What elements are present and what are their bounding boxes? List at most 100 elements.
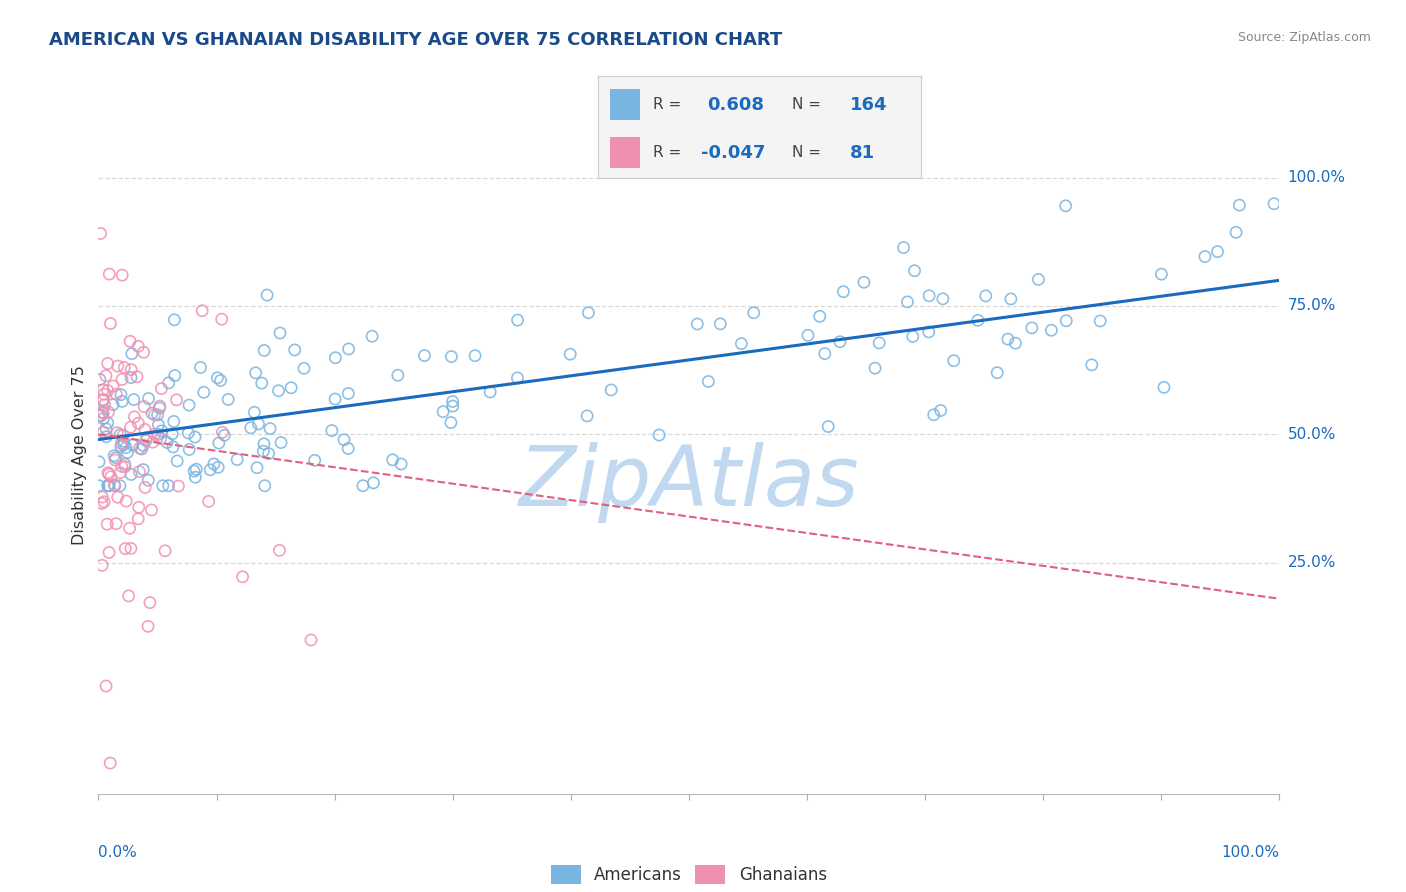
Point: [304, 453, 326, 467]
Point: [127, 339, 149, 353]
Point: [200, 463, 222, 477]
Point: [143, 427, 166, 442]
Point: [211, 425, 233, 440]
Point: [179, 442, 201, 457]
Point: [337, 442, 360, 456]
Point: [1000, 292, 1022, 306]
Point: [150, 424, 173, 438]
Point: [808, 310, 831, 324]
Point: [149, 432, 172, 446]
Point: [352, 479, 374, 493]
Point: [132, 345, 155, 359]
Point: [107, 490, 129, 504]
Point: [183, 464, 205, 478]
Point: [91, 392, 114, 407]
Point: [918, 325, 941, 339]
Point: [253, 437, 276, 451]
Point: [131, 442, 153, 456]
Point: [97, 466, 120, 480]
Point: [709, 317, 731, 331]
Point: [1150, 267, 1173, 281]
Point: [440, 350, 463, 364]
Point: [163, 368, 186, 383]
Point: [114, 457, 136, 471]
Text: R =: R =: [652, 145, 686, 161]
Text: 0.0%: 0.0%: [98, 845, 138, 860]
Point: [93, 398, 115, 412]
Point: [190, 360, 212, 375]
Point: [97, 467, 120, 482]
Point: [333, 433, 356, 447]
Point: [101, 398, 124, 412]
Point: [441, 394, 464, 409]
Point: [202, 457, 225, 471]
Point: [104, 450, 127, 465]
Point: [97, 384, 120, 398]
Point: [138, 392, 160, 406]
Point: [111, 268, 134, 282]
Point: [323, 392, 346, 406]
Point: [94, 368, 117, 383]
Point: [280, 381, 302, 395]
Point: [1021, 321, 1043, 335]
Text: 100.0%: 100.0%: [1288, 170, 1346, 185]
Point: [94, 422, 117, 436]
Point: [112, 360, 135, 375]
Point: [134, 480, 156, 494]
Point: [105, 516, 128, 531]
Point: [87, 479, 110, 493]
Point: [110, 439, 132, 453]
Point: [686, 317, 709, 331]
Point: [207, 460, 229, 475]
Point: [363, 475, 385, 490]
Point: [103, 478, 125, 492]
Point: [146, 408, 169, 422]
Point: [186, 462, 208, 476]
Point: [191, 303, 214, 318]
Point: [135, 434, 157, 448]
Point: [929, 403, 952, 417]
Point: [1263, 196, 1285, 211]
Point: [115, 441, 138, 455]
Point: [91, 411, 114, 425]
Point: [506, 371, 529, 385]
Point: [1028, 272, 1050, 286]
Point: [90, 227, 112, 241]
Point: [184, 430, 207, 444]
Point: [91, 406, 114, 420]
Point: [98, 267, 121, 281]
Point: [868, 335, 890, 350]
Text: 75.0%: 75.0%: [1288, 299, 1336, 313]
Point: [132, 462, 155, 476]
Point: [98, 756, 121, 770]
Point: [177, 398, 200, 412]
Point: [600, 383, 623, 397]
Point: [134, 422, 156, 436]
Text: 0.608: 0.608: [707, 95, 765, 113]
Point: [93, 387, 115, 401]
Point: [267, 384, 290, 398]
Point: [184, 470, 207, 484]
Point: [163, 313, 186, 327]
Point: [90, 496, 112, 510]
Point: [986, 366, 1008, 380]
Point: [150, 382, 173, 396]
Point: [479, 384, 502, 399]
Point: [967, 313, 990, 327]
Point: [148, 417, 170, 432]
Point: [245, 366, 267, 380]
Point: [91, 558, 114, 573]
Text: 100.0%: 100.0%: [1222, 845, 1279, 860]
Point: [730, 336, 752, 351]
Point: [160, 426, 183, 441]
Point: [112, 434, 135, 449]
Point: [413, 349, 436, 363]
Point: [108, 479, 131, 493]
Point: [918, 289, 941, 303]
Point: [128, 500, 150, 515]
Point: [120, 467, 142, 482]
Bar: [610, 89, 640, 120]
Point: [107, 359, 129, 373]
Point: [114, 541, 136, 556]
Text: N =: N =: [792, 97, 825, 112]
